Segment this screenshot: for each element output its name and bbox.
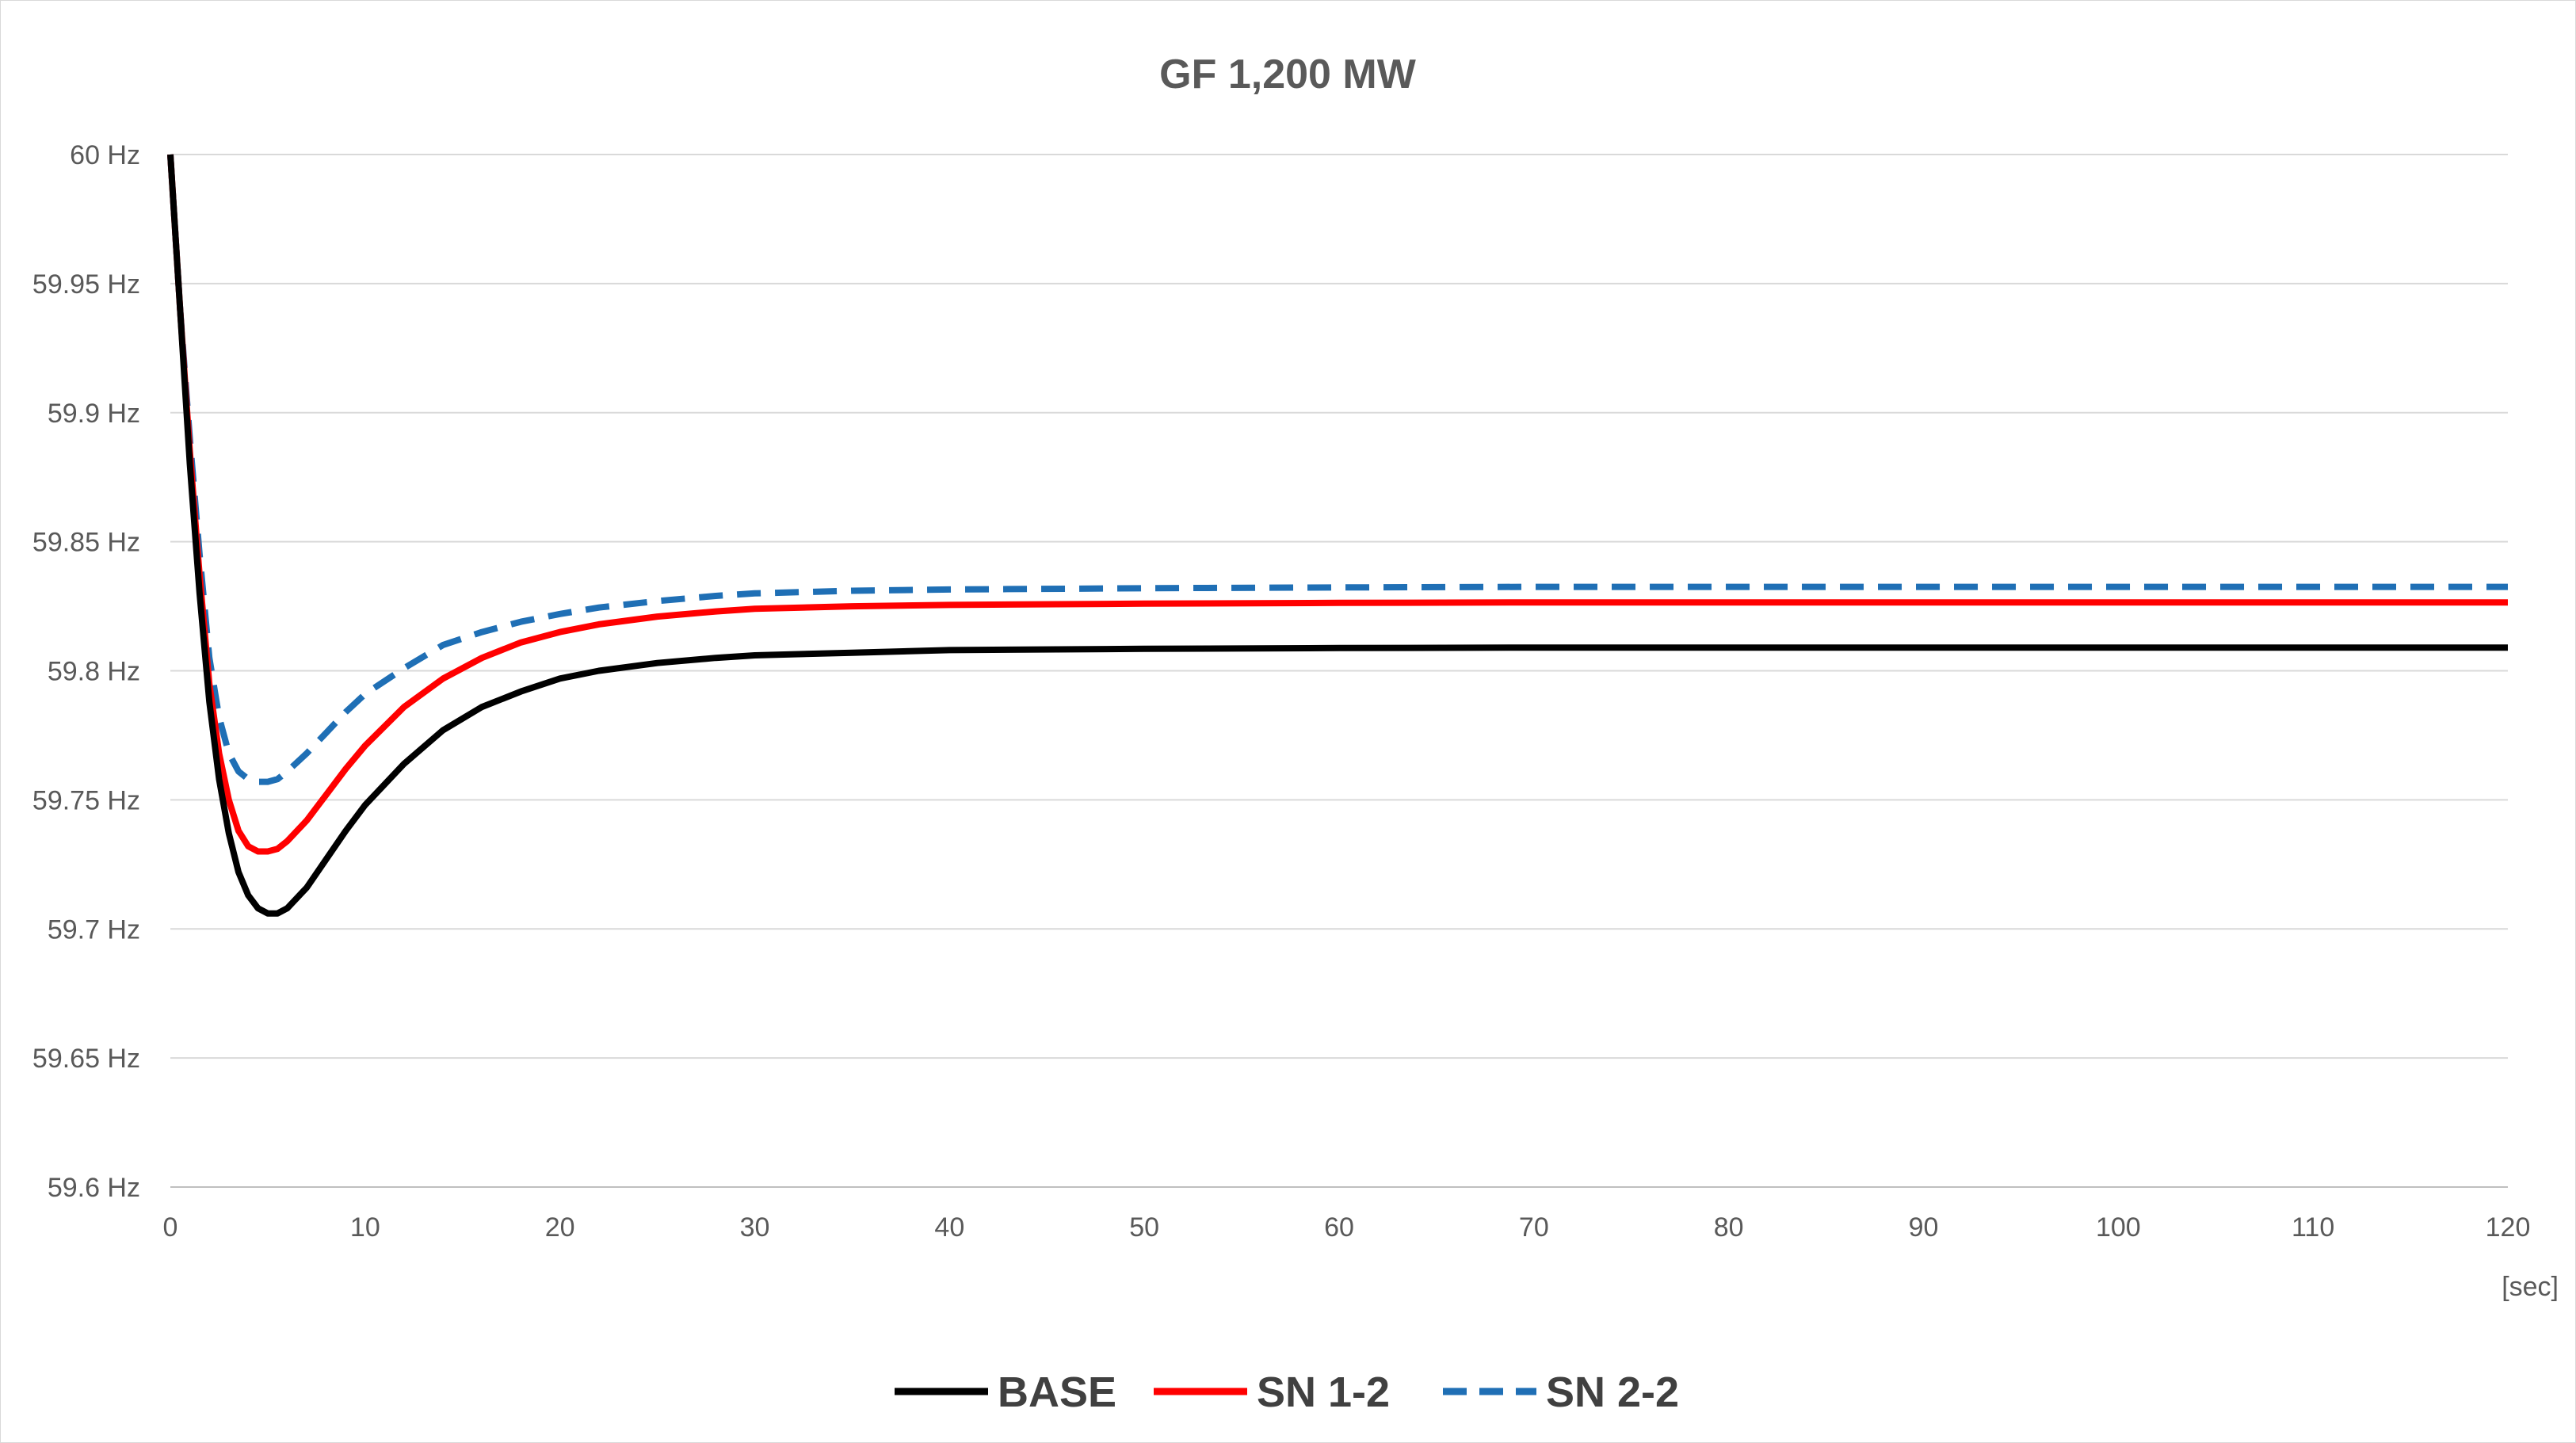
x-tick-label: 30: [740, 1212, 770, 1243]
x-tick-label: 70: [1519, 1212, 1549, 1243]
legend-label: SN 2-2: [1546, 1369, 1679, 1416]
x-tick-label: 60: [1324, 1212, 1354, 1243]
y-tick-label: 59.6 Hz: [48, 1173, 140, 1203]
x-tick-label: 0: [163, 1212, 178, 1243]
y-tick-label: 59.95 Hz: [32, 269, 140, 300]
x-axis-ticks: 0 10 20 30 40 50 60 70 80 90 100 110 120: [163, 1212, 2531, 1243]
y-tick-label: 59.7 Hz: [48, 914, 140, 945]
x-tick-label: 10: [350, 1212, 380, 1243]
y-tick-label: 59.65 Hz: [32, 1044, 140, 1074]
legend-label: BASE: [998, 1369, 1116, 1416]
x-tick-label: 110: [2292, 1212, 2334, 1243]
gridlines: [170, 154, 2508, 1188]
x-tick-label: 120: [2486, 1212, 2531, 1243]
y-axis-ticks: 59.6 Hz 59.65 Hz 59.7 Hz 59.75 Hz 59.8 Hz 59.…: [32, 140, 140, 1203]
x-tick-label: 100: [2096, 1212, 2141, 1243]
x-tick-label: 80: [1714, 1212, 1744, 1243]
chart-title: GF 1,200 MW: [1159, 52, 1417, 97]
y-tick-label: 59.9 Hz: [48, 399, 140, 429]
series-line-base: [167, 154, 2508, 917]
x-tick-label: 50: [1129, 1212, 1159, 1243]
series-line-sn-2-2: [167, 154, 2508, 785]
x-tick-label: 20: [545, 1212, 575, 1243]
x-tick-label: 90: [1909, 1212, 1939, 1243]
x-axis-label: [sec]: [2502, 1272, 2559, 1302]
y-tick-label: 59.75 Hz: [32, 785, 140, 815]
series-line-sn-1-2: [167, 154, 2508, 855]
y-tick-label: 60 Hz: [70, 140, 140, 170]
y-tick-label: 59.8 Hz: [48, 657, 140, 687]
legend-label: SN 1-2: [1257, 1369, 1390, 1416]
legend: BASE SN 1-2 SN 2-2: [895, 1369, 1679, 1416]
x-tick-label: 40: [934, 1212, 964, 1243]
y-tick-label: 59.85 Hz: [32, 528, 140, 558]
series-lines: [167, 154, 2508, 917]
